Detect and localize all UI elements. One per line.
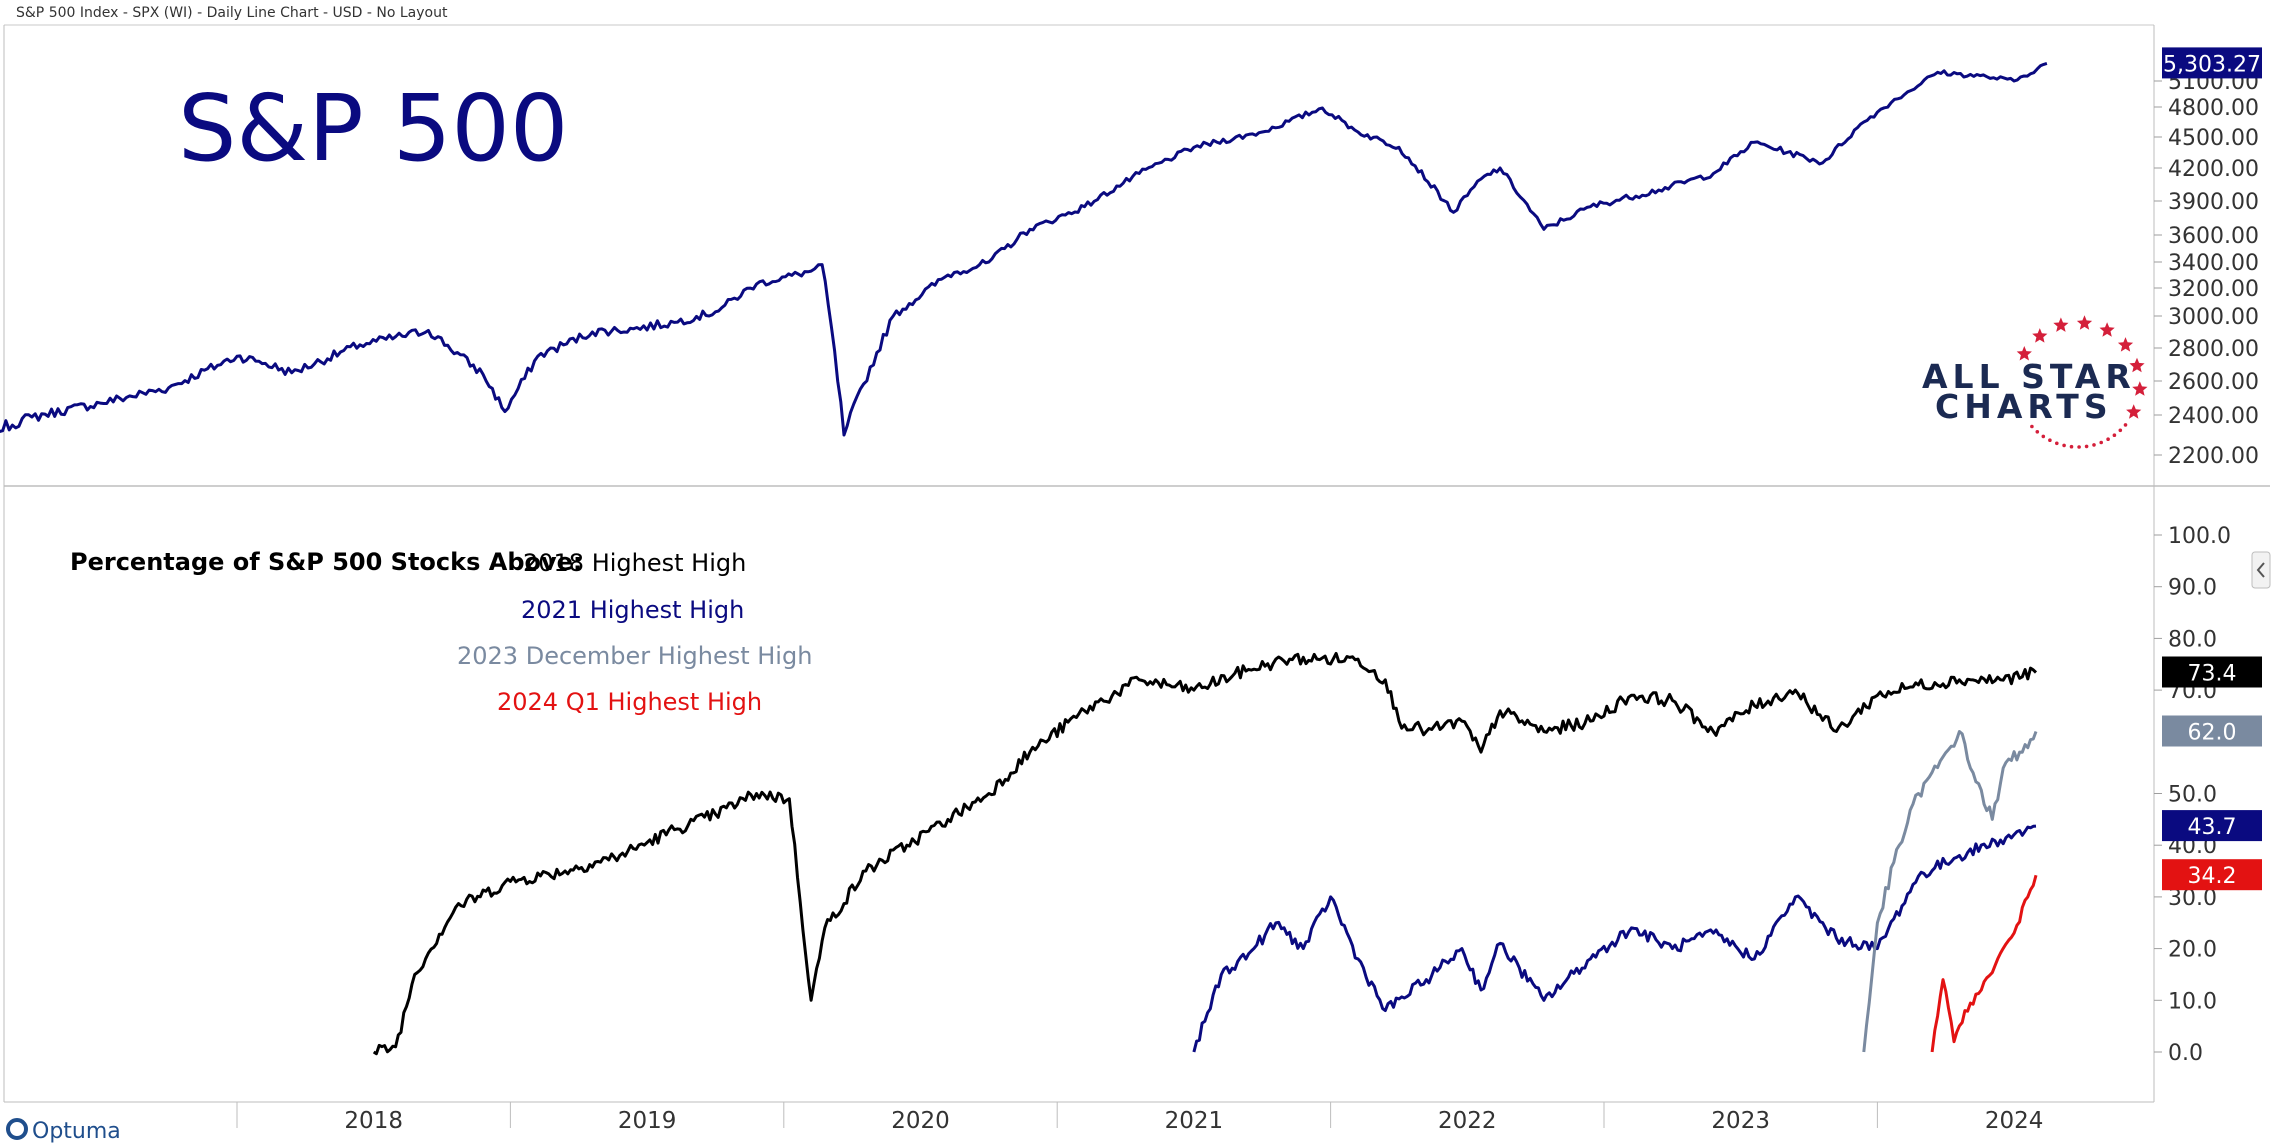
star-dot-icon [2041,434,2046,439]
series-2018-highest-high-line [372,651,2038,1056]
star-dot-icon [2099,440,2103,445]
star-dot-icon [2069,444,2074,449]
star-icon [2117,337,2134,352]
x-tick-label: 2018 [344,1108,403,1134]
star-dot-icon [2062,443,2066,448]
star-dot-icon [2123,423,2128,427]
side-collapse-handle[interactable] [2251,551,2271,589]
legend-entry: 2021 Highest High [521,596,744,624]
star-dot-icon [2092,443,2096,447]
y-tick-label: 4500.00 [2168,126,2259,151]
logo-line-2: CHARTS [1935,387,2113,426]
legend-entry: 2024 Q1 Highest High [497,688,762,716]
all-star-charts-logo: ALL STAR CHARTS [1922,315,2148,449]
y-tick-label: 10.0 [2168,989,2217,1014]
breadth-legend: Percentage of S&P 500 Stocks Above: 2018… [70,548,812,716]
star-dot-icon [2106,437,2110,442]
star-dot-icon [2112,433,2117,438]
star-dot-icon [2030,424,2034,429]
legend-entry: 2018 Highest High [523,549,746,577]
y-tick-label: 50.0 [2168,783,2217,808]
star-dot-icon [2048,438,2052,443]
logo-line-1: ALL STAR [1922,357,2136,396]
series-2021-highest-high-line [1192,824,2037,1053]
optuma-brand: Optuma [6,1118,121,1144]
x-tick-label: 2024 [1985,1108,2044,1134]
star-dot-icon [2035,430,2040,434]
y-tick-label: 3600.00 [2168,224,2259,249]
y-tick-label: 0.0 [2168,1041,2203,1066]
y-tick-label: 3400.00 [2168,251,2259,276]
series-2023-december-highest-high-line [1862,730,2038,1053]
series-2018-highest-high-last-value-tag-bg [2162,656,2262,688]
y-tick-label: 2800.00 [2168,337,2259,362]
y-tick-label: 2200.00 [2168,444,2259,469]
y-tick-label: 3000.00 [2168,305,2259,330]
spx-last-value-tag-bg [2162,47,2262,79]
legend-title: Percentage of S&P 500 Stocks Above: [70,548,583,576]
star-icon [2132,381,2148,396]
star-dot-icon [2118,428,2123,433]
y-tick-label: 3200.00 [2168,277,2259,302]
x-tick-label: 2020 [891,1108,950,1134]
series-2023-december-highest-high-last-value-tag-bg [2162,715,2262,747]
optuma-label: Optuma [32,1119,121,1144]
series-2023-december-highest-high-last-value-tag: 62.0 [2188,721,2237,746]
y-tick-label: 2600.00 [2168,370,2259,395]
spx-line [0,61,2048,437]
y-tick-label: 90.0 [2168,576,2217,601]
logo-stars-icon [2016,315,2148,449]
y-tick-label: 4200.00 [2168,157,2259,182]
series-2024-q1-highest-high-last-value-tag: 34.2 [2188,864,2237,889]
y-tick-label: 3900.00 [2168,190,2259,215]
spx-last-value-tag: 5,303.27 [2163,52,2261,77]
chevron-left-icon[interactable] [2256,562,2265,578]
series-2018-highest-high-last-value-tag: 73.4 [2188,662,2237,687]
star-icon [2032,328,2048,343]
series-2021-highest-high-last-value-tag-bg [2162,810,2262,842]
star-icon [2016,346,2032,361]
chart-header-title: S&P 500 Index - SPX (WI) - Daily Line Ch… [16,5,448,21]
star-dot-icon [2084,444,2089,449]
star-icon [2053,317,2069,332]
spx-y-axis: 2200.00 2400.00 2600.00 2800.00 3000.00 3200.… [2154,70,2259,469]
star-icon [2099,322,2115,337]
spx-chart-title: S&P 500 [178,75,568,182]
y-tick-label: 4800.00 [2168,96,2259,121]
breadth-series: 73.4 43.7 62.0 34.2 [372,651,2262,1056]
star-dot-icon [2055,441,2059,446]
x-tick-label: 2021 [1165,1108,1224,1134]
x-tick-label: 2022 [1438,1108,1497,1134]
series-2024-q1-highest-high-line [1930,874,2038,1053]
y-tick-label: 100.0 [2168,524,2231,549]
star-icon [2126,404,2142,419]
y-tick-label: 80.0 [2168,627,2217,652]
x-tick-label: 2023 [1711,1108,1770,1134]
star-dot-icon [2077,445,2081,449]
star-icon [2076,315,2093,330]
series-2021-highest-high-last-value-tag: 43.7 [2188,815,2237,840]
star-icon [2129,357,2145,373]
x-axis: 2018 2019 2020 2021 2022 2023 2024 [236,1102,2044,1134]
y-tick-label: 20.0 [2168,938,2217,963]
series-2024-q1-highest-high-last-value-tag-bg [2162,859,2262,891]
y-tick-label: 2400.00 [2168,404,2259,429]
x-tick-label: 2019 [618,1108,677,1134]
legend-entry: 2023 December Highest High [457,642,812,670]
spx-series: 5,303.27 [0,47,2262,437]
optuma-logo-icon [6,1118,28,1140]
